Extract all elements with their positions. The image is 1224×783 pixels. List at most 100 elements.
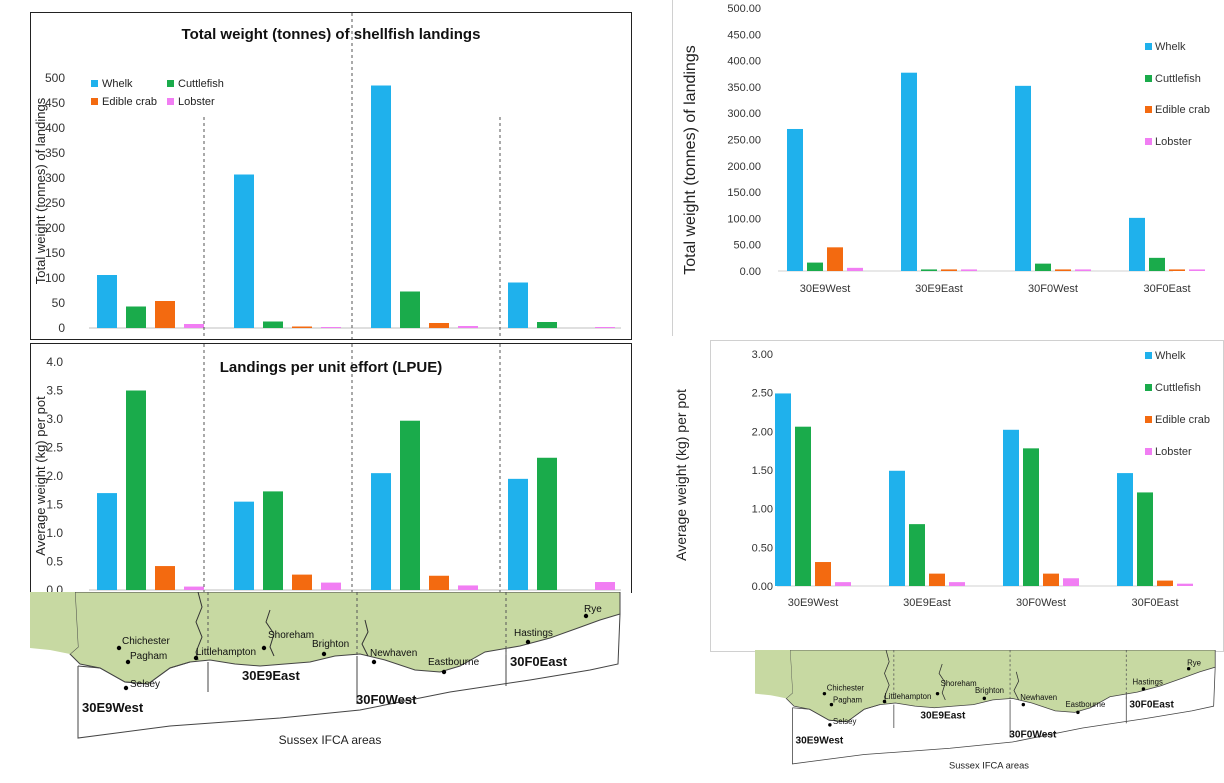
left-bottom-bar-30F0West-lobster [458,585,478,590]
left-area-label: 30F0East [510,654,568,669]
left-town-marker [261,645,267,651]
right-top-bar-30F0East-whelk [1129,217,1145,271]
left-top-y-tick-label: 100 [45,271,65,285]
left-bottom-bar-30E9East-whelk [234,501,254,590]
left-top-y-tick-label: 150 [45,246,65,260]
right-area-label: 30F0East [1129,700,1174,711]
right-map-caption: Sussex IFCA areas [949,761,1029,771]
right-top-category-label: 30F0West [1028,283,1078,295]
left-top-legend-swatch [91,80,98,87]
left-top-bar-30E9East-cuttlefish [263,321,283,328]
left-top-bar-30F0West-whelk [371,85,391,328]
right-top-y-tick-label: 200.00 [727,161,761,173]
right-bottom-bar-30E9West-whelk [775,393,791,586]
right-town-marker [1186,667,1191,671]
left-top-y-tick-label: 350 [45,146,65,160]
right-lpue-chart: 0.00 0.50 1.00 1.50 2.00 2.50 3.00 30E9West 30E9… [752,349,1210,609]
right-bottom-bar-30F0East-lobster [1177,583,1193,586]
right-town-marker [982,696,987,701]
right-bottom-bar-30F0West-whelk [1003,429,1019,586]
right-town-marker [1076,710,1080,715]
right-top-y-tick-label: 400.00 [727,56,761,68]
left-map-group: Chichester Pagham Selsey Littlehampton Shore… [30,591,621,747]
left-bottom-chart-title: Landings per unit effort (LPUE) [220,359,443,376]
left-top-bar-30E9West-cuttlefish [126,306,146,328]
left-land [30,591,621,685]
left-bottom-y-tick-label: 4.0 [46,355,63,369]
left-total-weight-chart: 0 50 100 150 200 250 300 350 400 450 500 Total weig… [33,13,621,339]
right-town-label: Eastbourne [1065,700,1105,709]
right-top-bar-30F0West-cuttlefish [1035,263,1051,271]
left-bottom-bar-30E9West-lobster [184,586,204,590]
left-top-bar-30F0East-cuttlefish [537,322,557,328]
left-top-bar-30F0East-whelk [508,282,528,328]
right-top-y-tick-label: 50.00 [733,240,761,252]
left-sea-boundary [77,613,621,739]
left-bottom-y-tick-label: 1.5 [46,498,63,512]
left-town-label: Brighton [312,639,349,650]
right-top-bar-30F0East-lobster [1189,269,1205,271]
right-bottom-bar-30F0West-lobster [1063,578,1079,586]
right-top-bar-30F0West-whelk [1015,85,1031,272]
right-top-category-label: 30E9West [800,283,851,295]
right-top-legend-swatch [1145,106,1152,113]
right-map-group: Chichester Pagham Selsey Littlehampton Shore… [755,649,1216,771]
right-top-legend-swatch [1145,75,1152,82]
right-bottom-y-tick-label: 2.50 [752,388,773,400]
right-bottom-legend-swatch [1145,416,1152,423]
right-top-y-tick-label: 500.00 [727,3,761,15]
right-town-marker [829,702,834,707]
right-top-y-tick-label: 0.00 [740,266,761,278]
left-top-y-tick-label: 400 [45,121,65,135]
right-top-y-tick-label: 150.00 [727,187,761,199]
left-map-panel: Chichester Pagham Selsey Littlehampton Shore… [30,591,630,752]
left-town-label: Rye [584,604,602,615]
left-river [195,591,203,661]
right-town-label: Newhaven [1020,693,1057,702]
left-town-marker [123,685,129,691]
left-bottom-bar-30E9West-edible-crab [155,566,175,590]
right-top-bar-30F0East-cuttlefish [1149,257,1165,271]
left-town-marker [321,651,327,657]
right-bottom-y-tick-label: 0.50 [752,542,773,554]
left-bottom-bar-30E9East-cuttlefish [263,491,283,590]
right-town-label: Brighton [975,686,1004,695]
right-bottom-y-tick-label: 0.00 [752,581,773,593]
left-river [265,609,275,657]
right-bottom-legend-label: Lobster [1155,446,1192,458]
right-top-bar-30F0West-lobster [1075,269,1091,271]
right-top-bar-30E9East-lobster [961,269,977,271]
left-top-legend-label: Cuttlefish [178,78,224,90]
right-bottom-category-label: 30F0West [1016,597,1066,609]
left-bottom-bar-30F0West-whelk [371,473,391,590]
right-bottom-legend-label: Cuttlefish [1155,382,1201,394]
left-top-legend-swatch [167,80,174,87]
left-top-y-tick-label: 300 [45,171,65,185]
right-town-label: Selsey [833,717,857,726]
left-bottom-bar-30F0West-cuttlefish [400,420,420,590]
right-bottom-bar-30F0East-whelk [1117,473,1133,586]
left-top-bar-30F0West-lobster [458,326,478,328]
right-bottom-bar-30E9East-whelk [889,470,905,586]
right-town-label: Hastings [1133,677,1163,686]
right-map-panel: Chichester Pagham Selsey Littlehampton Shore… [755,649,1224,778]
left-bottom-bar-30E9East-edible-crab [292,574,312,590]
right-top-bar-30E9West-cuttlefish [807,262,823,271]
left-town-marker [583,613,589,619]
right-town-label: Shoreham [941,679,977,688]
left-bottom-y-axis-title: Average weight (kg) per pot [33,396,48,556]
right-total-weight-panel: 0.00 50.00 100.00 150.00 200.00 250.00 300.00 3… [672,0,1224,336]
right-top-y-tick-label: 450.00 [727,29,761,41]
right-town-label: Littlehampton [884,692,931,701]
left-town-label: Eastbourne [428,657,480,668]
right-bottom-legend-label: Edible crab [1155,414,1210,426]
left-town-marker [441,669,447,675]
right-land-west [755,650,793,699]
right-bottom-legend-label: Whelk [1155,350,1186,362]
left-bottom-bar-30E9West-cuttlefish [126,390,146,590]
right-town-marker [1021,702,1026,707]
left-bottom-bar-30F0East-whelk [508,478,528,590]
right-bottom-y-tick-label: 1.00 [752,504,773,516]
right-sea-boundary [792,667,1216,765]
left-top-chart-title: Total weight (tonnes) of shellfish landi… [182,26,481,43]
